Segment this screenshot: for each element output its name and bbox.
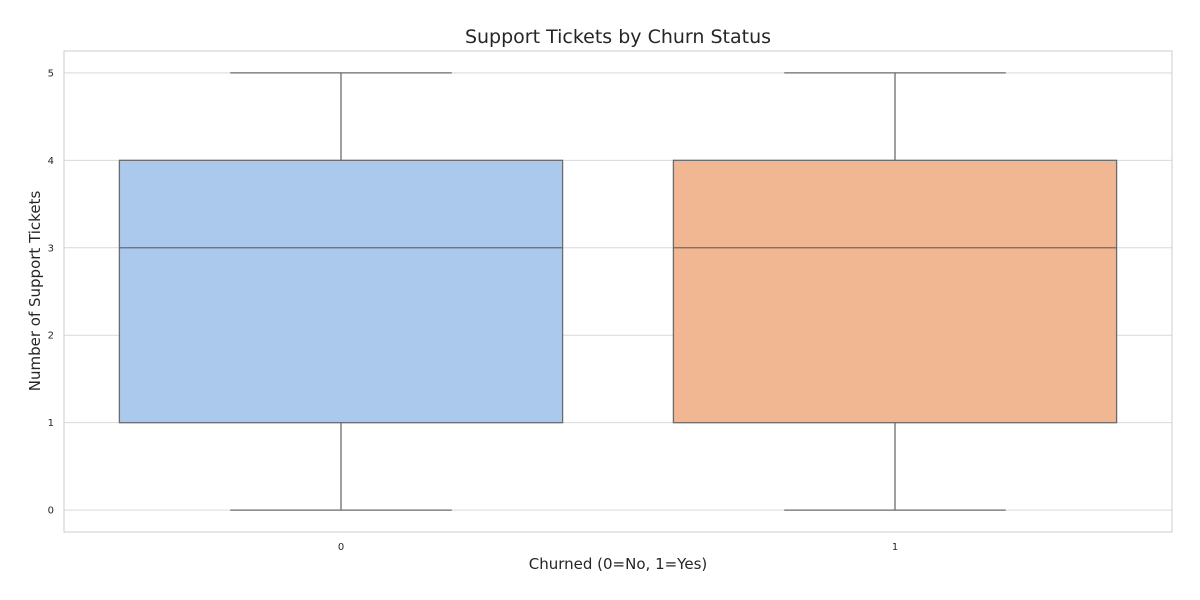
box-group-1	[672, 72, 1118, 511]
plot-frame	[63, 50, 1173, 533]
y-tick-label-2: 2	[48, 331, 54, 342]
x-tick-label-0: 0	[338, 542, 344, 553]
y-tick-label-1: 1	[48, 418, 54, 429]
boxes	[118, 72, 1118, 511]
x-axis-label: Churned (0=No, 1=Yes)	[529, 555, 708, 573]
y-tick-label-0: 0	[48, 506, 54, 517]
y-tick-labels: 0 1 2 3 4 5	[48, 68, 54, 516]
box-iqr	[672, 159, 1118, 424]
y-tick-label-3: 3	[48, 243, 54, 254]
box-iqr	[118, 159, 564, 424]
box-group-0	[118, 72, 564, 511]
y-axis-label: Number of Support Tickets	[26, 191, 44, 392]
chart-title: Support Tickets by Churn Status	[465, 26, 771, 48]
y-tick-label-4: 4	[48, 156, 54, 167]
y-tick-label-5: 5	[48, 68, 54, 79]
x-tick-label-1: 1	[892, 542, 898, 553]
